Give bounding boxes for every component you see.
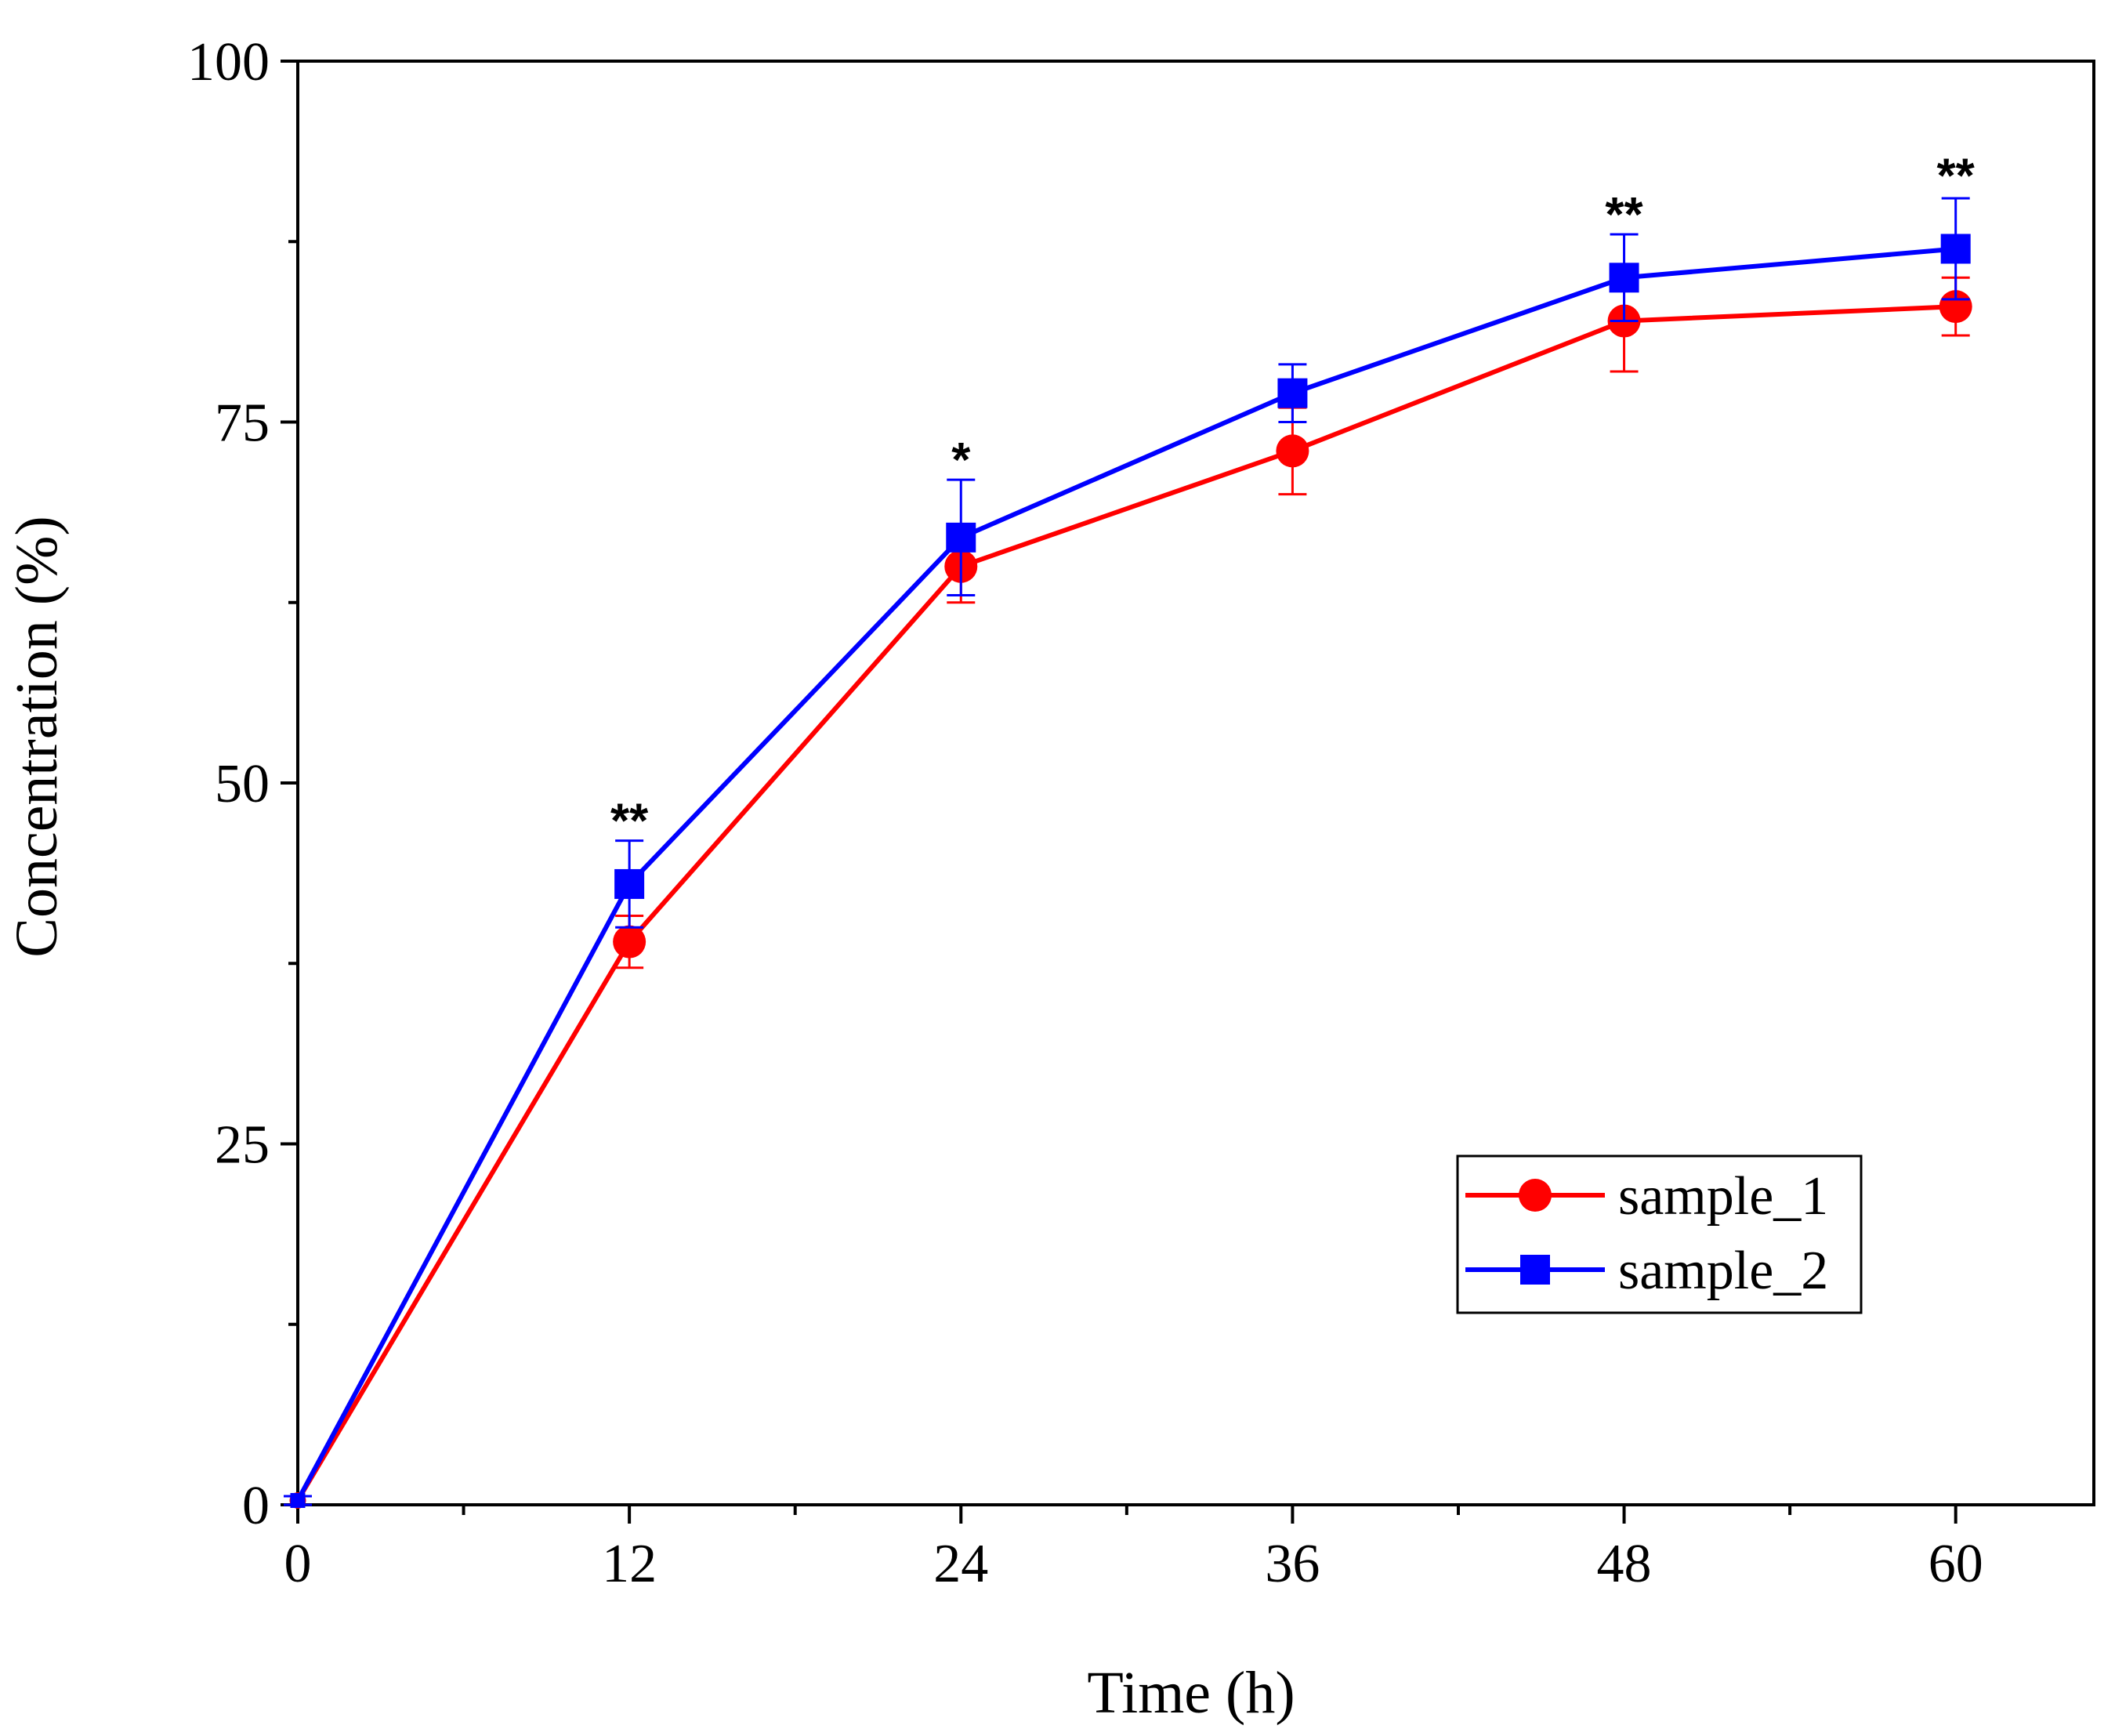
data-point — [290, 1492, 306, 1508]
x-tick-label: 48 — [1597, 1534, 1652, 1594]
legend-swatch-marker — [1520, 1255, 1550, 1285]
significance-label: ** — [1937, 149, 1976, 203]
data-point — [1277, 378, 1308, 408]
y-tick-label: 100 — [187, 32, 270, 92]
data-point — [1609, 263, 1639, 293]
legend-swatch-marker — [1519, 1179, 1552, 1212]
x-tick-label: 60 — [1928, 1534, 1983, 1594]
y-axis: 0 25 50 75 100 — [187, 32, 298, 1536]
x-tick-label: 12 — [602, 1534, 657, 1594]
legend: sample_1 sample_2 — [1456, 1154, 1863, 1314]
significance-label: ** — [610, 795, 649, 849]
y-tick-label: 25 — [215, 1115, 270, 1176]
annotation-layer: ******* — [610, 149, 1976, 848]
series-line — [295, 304, 1956, 1502]
x-axis-title: Time (h) — [1087, 1660, 1295, 1726]
series-sample_2 — [284, 197, 1971, 1508]
data-point — [613, 925, 646, 959]
significance-label: * — [951, 433, 971, 487]
legend-label: sample_2 — [1618, 1241, 1828, 1301]
x-tick-label: 0 — [284, 1534, 312, 1594]
y-tick-label: 75 — [215, 393, 270, 454]
x-tick-label: 24 — [933, 1534, 988, 1594]
y-tick-label: 50 — [215, 754, 270, 814]
data-point — [1940, 234, 1971, 264]
y-tick-label: 0 — [242, 1476, 270, 1536]
x-tick-label: 36 — [1265, 1534, 1320, 1594]
x-axis: 0 12 24 36 48 60 — [284, 1505, 1983, 1594]
series-line — [295, 246, 1956, 1502]
legend-label: sample_1 — [1618, 1166, 1828, 1227]
data-point — [946, 522, 976, 553]
data-point — [614, 868, 645, 899]
legend-box — [1456, 1154, 1863, 1314]
data-point — [1276, 434, 1309, 468]
significance-label: ** — [1605, 188, 1643, 242]
y-axis-title: Concentration (%) — [4, 516, 70, 957]
series-layer — [284, 197, 1972, 1509]
